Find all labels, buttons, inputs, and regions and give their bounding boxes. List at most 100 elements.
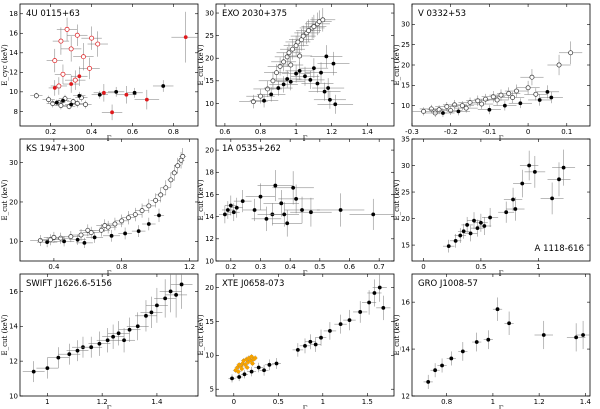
plot-frame — [411, 138, 591, 262]
data-point — [124, 92, 129, 97]
data-point-open — [436, 107, 442, 113]
y-tick-label: 20 — [205, 146, 214, 154]
data-point-open — [58, 235, 64, 241]
data-point — [291, 185, 296, 190]
data-point-open — [58, 103, 64, 108]
x-tick-label: 0.8 — [255, 128, 266, 136]
data-point-open — [448, 108, 454, 113]
plot-frame — [215, 3, 395, 127]
data-point — [235, 365, 240, 370]
data-point-open — [300, 33, 306, 39]
y-axis-label: E_cyc (keV) — [1, 44, 9, 86]
data-point — [144, 97, 149, 102]
data-point-open — [158, 192, 164, 198]
data-point — [513, 207, 518, 211]
data-point-open — [494, 97, 500, 103]
data-point-open — [250, 99, 256, 105]
panel-9: 0.8 1 1.2 1.4 12 14 16 Γ E_cut (keV) GRO J1008-57 — [393, 273, 591, 409]
y-tick-label: 15 — [205, 318, 214, 326]
x-tick-label: 0.5 — [273, 398, 284, 406]
data-point — [453, 238, 458, 243]
data-point-open — [46, 97, 52, 103]
data-point — [69, 102, 74, 107]
x-tick-label: 0.4 — [285, 263, 297, 271]
data-point-open — [85, 227, 91, 233]
data-point — [97, 341, 102, 346]
data-point — [328, 97, 332, 102]
data-point-open — [48, 237, 53, 243]
data-point — [174, 293, 178, 297]
data-point — [527, 163, 532, 168]
data-point — [338, 208, 343, 212]
data-point-open — [51, 234, 57, 240]
x-tick-label: 0.5 — [475, 263, 486, 271]
data-point — [465, 223, 470, 227]
data-point — [502, 103, 507, 108]
data-point — [479, 220, 483, 225]
data-point — [132, 90, 137, 95]
plot-frame — [215, 138, 395, 262]
data-point — [319, 70, 323, 75]
data-point — [116, 331, 121, 336]
y-tick-label: 30 — [205, 9, 214, 17]
y-tick-label: 15 — [205, 77, 214, 85]
data-point — [482, 224, 487, 228]
data-point — [262, 98, 266, 103]
data-point-open — [33, 93, 39, 99]
panel-title: EXO 2030+375 — [222, 9, 287, 19]
data-point-open — [274, 70, 279, 76]
x-tick-label: 1.2 — [534, 398, 545, 406]
data-point — [326, 86, 331, 90]
y-tick-label: 16 — [9, 288, 18, 296]
data-point — [243, 362, 248, 367]
data-point — [82, 240, 87, 245]
y-tick-label: 10 — [9, 238, 18, 246]
data-point-open — [37, 238, 43, 243]
data-point — [468, 231, 473, 236]
data-point — [545, 89, 550, 94]
data-point — [267, 362, 272, 367]
data-point — [322, 89, 327, 94]
data-point — [488, 215, 492, 220]
y-tick-label: 25 — [205, 32, 214, 40]
data-point — [252, 208, 257, 212]
data-point-open — [475, 98, 481, 104]
x-tick-label: 0 — [526, 128, 530, 136]
data-point-open — [281, 59, 287, 65]
x-tick-label: 0.5 — [314, 263, 325, 271]
data-point — [288, 79, 293, 84]
data-point-open — [68, 234, 74, 240]
data-point — [157, 213, 161, 218]
data-point — [273, 183, 278, 188]
data-point-open — [78, 232, 84, 238]
x-axis-label: Γ — [303, 405, 308, 409]
data-point — [67, 352, 72, 357]
y-axis-label: E_cut (keV) — [197, 44, 205, 85]
data-point — [449, 356, 454, 361]
data-point — [557, 177, 561, 182]
data-point — [127, 327, 132, 332]
data-point — [309, 210, 313, 215]
y-tick-label: 25 — [401, 188, 410, 196]
y-tick-label: 5 — [210, 386, 214, 394]
data-point — [507, 321, 511, 326]
data-point — [328, 329, 332, 333]
y-tick-label: 35 — [401, 135, 410, 143]
y-tick-label: 18 — [9, 10, 18, 18]
x-tick-label: -0.3 — [405, 128, 419, 136]
x-tick-label: 0 — [421, 263, 425, 271]
data-point — [367, 300, 371, 305]
data-point — [61, 98, 65, 103]
data-point — [89, 345, 94, 350]
data-point-open — [510, 95, 516, 100]
x-tick-label: 0.6 — [344, 263, 356, 271]
y-tick-label: 14 — [205, 213, 214, 221]
data-point — [110, 110, 114, 115]
data-point-open — [83, 102, 88, 107]
data-point-open — [452, 102, 458, 108]
x-tick-label: 1.4 — [151, 398, 163, 406]
data-point-open — [72, 77, 78, 83]
x-tick-label: -0.2 — [444, 128, 458, 136]
data-point — [135, 324, 140, 329]
